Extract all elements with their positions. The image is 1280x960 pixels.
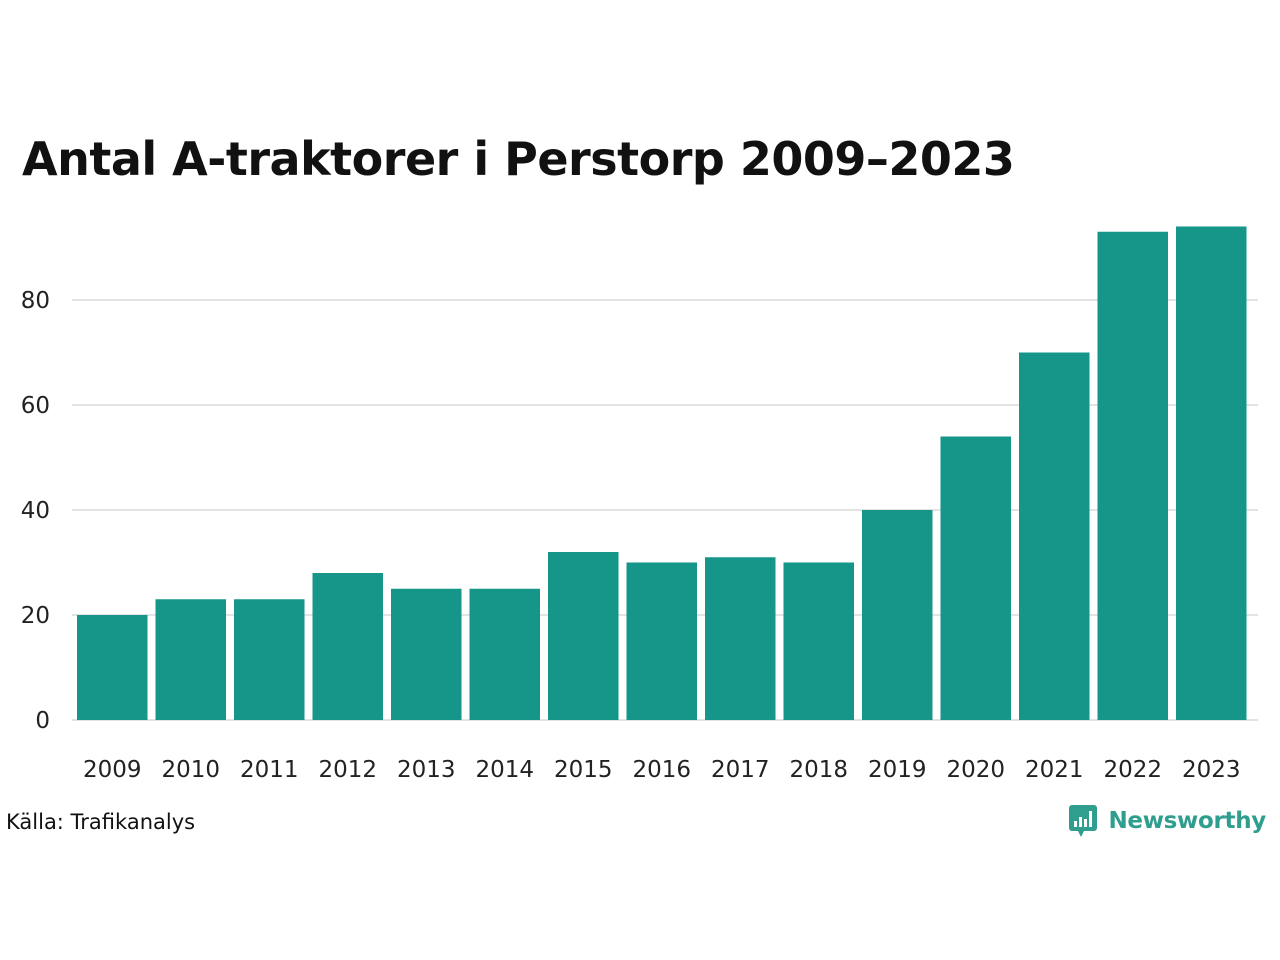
bar-2014 — [469, 588, 540, 720]
x-tick-label-2014: 2014 — [475, 757, 534, 783]
x-tick-label-2021: 2021 — [1025, 757, 1084, 783]
bars — [77, 226, 1247, 720]
y-axis-ticks: 0 20 40 60 80 — [21, 288, 50, 734]
bar-2018 — [783, 562, 854, 720]
x-tick-label-2023: 2023 — [1182, 757, 1241, 783]
x-axis-ticks: 2009 2010 2011 2012 2013 2014 2015 2016 2017 2018… — [83, 757, 1241, 783]
x-tick-label-2011: 2011 — [240, 757, 299, 783]
y-tick-label-0: 0 — [35, 708, 50, 734]
brand-logo: Newsworthy — [1068, 804, 1266, 838]
bar-2015 — [548, 552, 619, 720]
y-tick-label-40: 40 — [21, 498, 50, 524]
bar-2013 — [391, 588, 462, 720]
bar-2010 — [155, 599, 226, 720]
x-tick-label-2010: 2010 — [161, 757, 220, 783]
x-tick-label-2012: 2012 — [318, 757, 377, 783]
bar-2009 — [77, 615, 148, 720]
x-tick-label-2015: 2015 — [554, 757, 613, 783]
x-tick-label-2009: 2009 — [83, 757, 142, 783]
bar-2012 — [312, 573, 383, 720]
bar-2022 — [1097, 231, 1168, 720]
x-tick-label-2018: 2018 — [789, 757, 848, 783]
bar-2017 — [705, 557, 776, 720]
y-tick-label-80: 80 — [21, 288, 50, 314]
source-note: Källa: Trafikanalys — [6, 810, 196, 834]
x-tick-label-2022: 2022 — [1103, 757, 1162, 783]
bar-chart-speech-bubble-icon — [1069, 805, 1098, 837]
bar-2021 — [1019, 352, 1090, 720]
bar-2023 — [1176, 226, 1247, 720]
x-tick-label-2016: 2016 — [632, 757, 691, 783]
chart-title: Antal A-traktorer i Perstorp 2009–2023 — [22, 132, 1015, 186]
x-tick-label-2019: 2019 — [868, 757, 927, 783]
bar-2020 — [940, 436, 1011, 720]
bar-2011 — [234, 599, 305, 720]
x-tick-label-2013: 2013 — [397, 757, 456, 783]
x-tick-label-2020: 2020 — [946, 757, 1005, 783]
y-tick-label-20: 20 — [21, 603, 50, 629]
brand-name: Newsworthy — [1108, 808, 1266, 834]
y-tick-label-60: 60 — [21, 393, 50, 419]
bar-2016 — [626, 562, 697, 720]
bar-2019 — [862, 510, 933, 720]
x-tick-label-2017: 2017 — [711, 757, 770, 783]
